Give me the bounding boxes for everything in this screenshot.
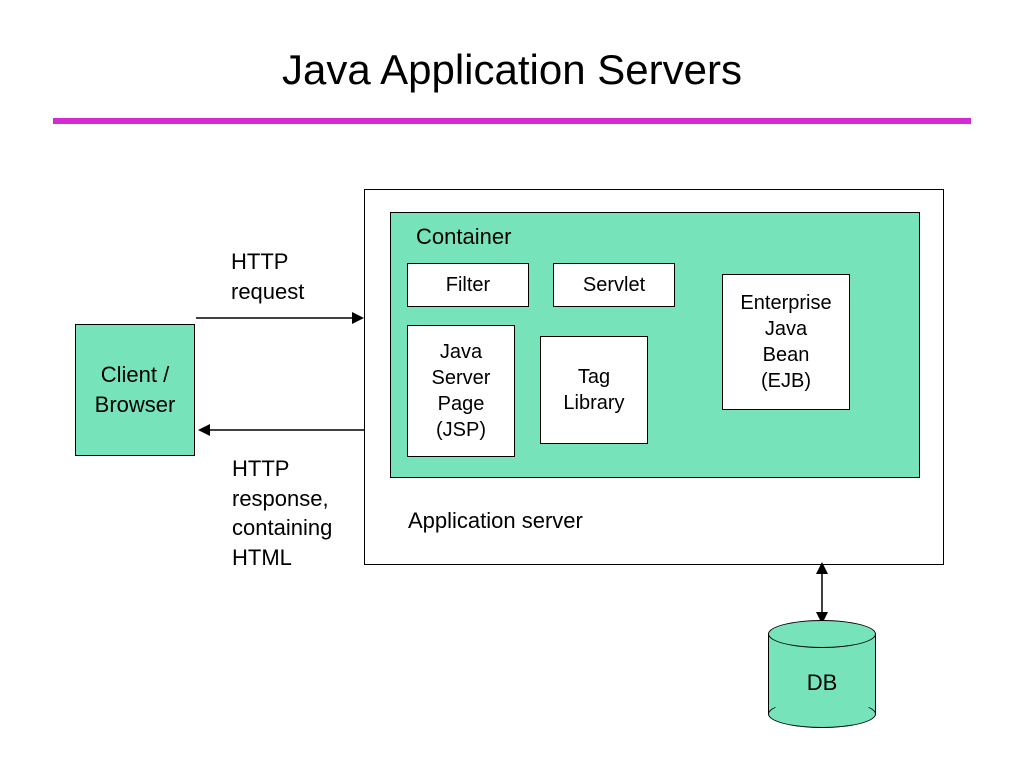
db-top <box>768 620 876 648</box>
taglib-box: TagLibrary <box>540 336 648 444</box>
ejb-box: EnterpriseJavaBean(EJB) <box>722 274 850 410</box>
filter-label: Filter <box>446 272 490 298</box>
db-cylinder: DB <box>768 620 876 728</box>
taglib-label: TagLibrary <box>563 364 624 416</box>
http-response-label: HTTPresponse,containingHTML <box>232 454 332 573</box>
servlet-box: Servlet <box>553 263 675 307</box>
client-label: Client /Browser <box>95 360 176 419</box>
jsp-label: JavaServerPage(JSP) <box>432 339 491 443</box>
db-label: DB <box>768 670 876 696</box>
db-bottom <box>768 700 876 728</box>
container-label: Container <box>416 224 511 250</box>
jsp-box: JavaServerPage(JSP) <box>407 325 515 457</box>
http-request-label: HTTPrequest <box>231 247 304 306</box>
servlet-label: Servlet <box>583 272 645 298</box>
arrow-request <box>196 310 366 326</box>
application-server-label: Application server <box>408 508 583 534</box>
client-browser-box: Client /Browser <box>75 324 195 456</box>
arrow-response <box>196 422 366 438</box>
ejb-label: EnterpriseJavaBean(EJB) <box>740 290 831 394</box>
filter-box: Filter <box>407 263 529 307</box>
page-title: Java Application Servers <box>0 46 1024 94</box>
title-divider <box>53 118 971 124</box>
arrow-db-bidir <box>814 562 830 624</box>
